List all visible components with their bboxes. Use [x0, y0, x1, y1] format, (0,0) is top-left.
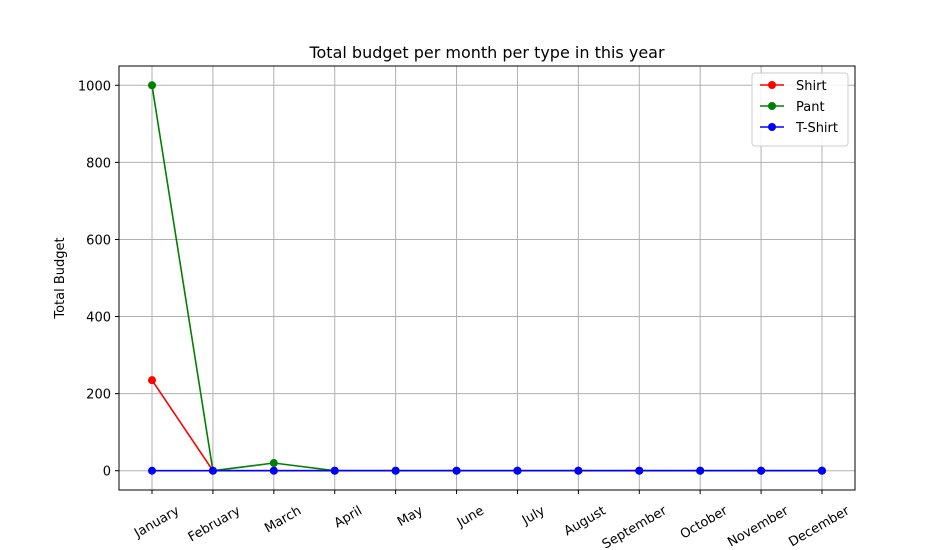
- data-point: [269, 459, 278, 468]
- data-point: [391, 466, 400, 475]
- data-point: [148, 466, 156, 475]
- legend-item: Pant: [760, 100, 825, 115]
- plot-frame: [118, 65, 856, 491]
- y-tick-label: 1000: [78, 79, 111, 94]
- data-point: [757, 466, 766, 475]
- data-point: [269, 466, 278, 475]
- y-tick-label: 200: [86, 388, 111, 403]
- legend-marker: [768, 123, 776, 131]
- data-point: [148, 376, 156, 385]
- legend: Shirt Pant T-Shirt: [751, 72, 849, 147]
- legend-marker: [768, 81, 776, 89]
- data-point: [574, 466, 583, 475]
- data-point: [696, 466, 705, 475]
- y-tick-label: 800: [86, 156, 111, 171]
- series: [148, 81, 826, 475]
- series-t-shirt: [148, 466, 826, 475]
- legend-marker: [768, 102, 776, 110]
- data-point: [513, 466, 522, 475]
- data-point: [818, 466, 826, 475]
- legend-item: Shirt: [760, 79, 827, 94]
- grid: [119, 66, 855, 490]
- y-tick-label: 0: [103, 465, 111, 480]
- y-axis-label: Total Budget: [53, 237, 68, 319]
- data-point: [148, 81, 156, 90]
- legend-label: T-Shirt: [795, 121, 838, 136]
- data-point: [452, 466, 461, 475]
- y-tick-label: 400: [86, 311, 111, 326]
- data-point: [635, 466, 644, 475]
- legend-label: Shirt: [796, 79, 827, 94]
- data-point: [330, 466, 339, 475]
- y-tick-label: 600: [86, 233, 111, 248]
- legend-item: T-Shirt: [760, 121, 838, 136]
- legend-label: Pant: [796, 100, 825, 115]
- chart-title: Total budget per month per type in this …: [308, 43, 665, 62]
- data-point: [208, 466, 217, 475]
